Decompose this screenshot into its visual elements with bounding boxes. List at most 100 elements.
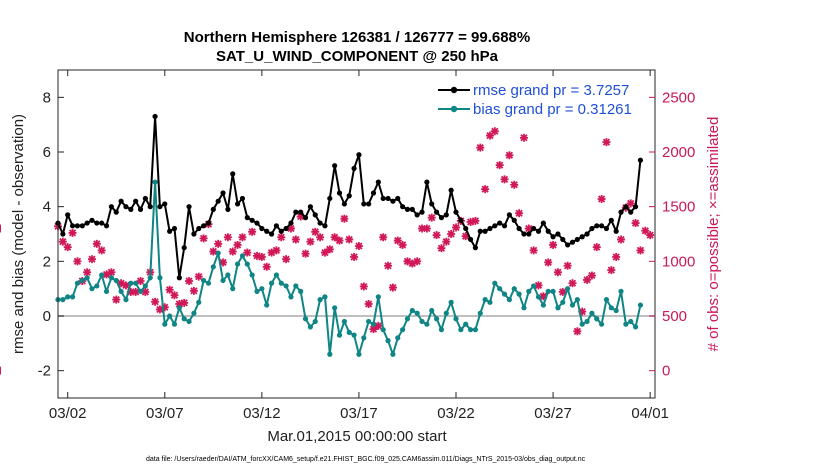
obs-marker — [97, 246, 106, 255]
rmse-point — [375, 179, 381, 185]
bias-point — [637, 302, 644, 308]
obs-marker — [87, 255, 96, 264]
bias-point — [526, 288, 532, 294]
obs-marker — [544, 258, 553, 267]
rmse-point — [526, 231, 532, 237]
obs-marker — [447, 230, 456, 238]
rmse-point — [438, 215, 445, 221]
bias-point — [298, 288, 304, 294]
obs-marker — [170, 291, 179, 300]
obs-marker — [476, 143, 485, 152]
bias-point — [346, 329, 352, 335]
obs-marker — [553, 268, 562, 277]
rmse-point — [152, 113, 158, 120]
bias-point — [531, 283, 537, 289]
legend-rmse-marker — [450, 86, 458, 94]
obs-marker — [112, 295, 121, 304]
rmse-point — [210, 206, 216, 212]
x-tick-label: 03/02 — [49, 405, 87, 422]
rmse-point — [370, 190, 377, 196]
obs-marker — [597, 195, 606, 204]
bias-point — [215, 250, 221, 256]
obs-marker — [350, 252, 359, 261]
obs-marker — [500, 175, 509, 184]
bias-point — [599, 321, 605, 327]
rmse-point — [574, 236, 580, 243]
rmse-point — [492, 223, 498, 229]
rmse-point — [142, 195, 148, 202]
obs-marker — [631, 219, 640, 228]
obs-marker — [374, 321, 383, 330]
y2-tick-label: 0 — [662, 363, 670, 380]
bias-point — [336, 332, 343, 338]
x-axis-ticks: 03/02 03/07 03/12 03/17 03/22 03/27 04/01 — [49, 70, 669, 422]
bias-point — [69, 294, 76, 300]
rmse-point — [608, 217, 614, 223]
rmse-point — [501, 223, 508, 229]
obs-marker — [306, 237, 315, 246]
bias-point — [65, 294, 71, 300]
obs-marker — [427, 213, 436, 222]
obs-marker — [189, 286, 198, 295]
rmse-point — [535, 228, 542, 234]
obs-marker — [335, 236, 344, 245]
obs-marker — [68, 228, 77, 237]
y-tick-label: 2 — [43, 253, 51, 270]
bias-point — [550, 288, 556, 294]
rmse-point — [176, 275, 182, 281]
obs-marker — [301, 249, 310, 258]
bias-point — [467, 327, 474, 333]
obs-marker — [63, 243, 72, 252]
rmse-point — [448, 187, 454, 193]
rmse-point — [225, 206, 231, 212]
obs-marker — [568, 279, 577, 288]
rmse-point — [550, 234, 556, 240]
rmse-point — [472, 245, 479, 251]
bias-point — [113, 277, 119, 284]
obs-marker — [180, 298, 189, 307]
rmse-point — [137, 206, 144, 212]
bias-point — [370, 321, 377, 327]
bias-point — [171, 321, 178, 327]
rmse-point — [84, 220, 90, 226]
rmse-point — [477, 228, 483, 234]
bias-point — [283, 283, 289, 289]
legend: rmse grand pr = 3.7257 bias grand pr = 0… — [438, 82, 632, 118]
rmse-point — [463, 225, 469, 232]
rmse-point — [453, 209, 459, 215]
obs-marker — [282, 255, 291, 264]
bias-point — [191, 310, 197, 316]
bias-point — [419, 318, 425, 325]
rmse-point — [264, 228, 270, 234]
rmse-point — [395, 195, 401, 202]
bias-point — [327, 351, 333, 357]
rmse-point — [560, 236, 566, 243]
rmse-point — [157, 204, 163, 210]
bias-point — [302, 316, 309, 322]
y-tick-label: -2 — [38, 363, 51, 380]
bias-point — [579, 321, 585, 327]
bias-point — [332, 305, 338, 311]
obs-marker — [354, 242, 363, 251]
obs-marker — [519, 133, 528, 142]
bias-point — [356, 351, 362, 357]
obs-marker — [437, 244, 446, 253]
bias-point — [307, 324, 313, 330]
bias-point — [623, 321, 629, 327]
bias-point — [268, 280, 275, 286]
bias-point — [99, 272, 105, 278]
bias-point — [589, 310, 595, 316]
rmse-point — [594, 223, 600, 229]
bias-point — [429, 307, 435, 314]
rmse-point — [205, 220, 212, 226]
bias-point — [569, 302, 576, 308]
rmse-point — [293, 209, 299, 215]
legend-bias-label: bias grand pr = 0.31261 — [473, 101, 632, 118]
rmse-point — [220, 190, 226, 196]
rmse-point — [273, 223, 280, 229]
bias-point — [176, 305, 182, 311]
rmse-point — [123, 204, 129, 210]
obs-marker — [384, 261, 393, 270]
bias-point — [273, 272, 280, 278]
rmse-point — [215, 198, 221, 204]
